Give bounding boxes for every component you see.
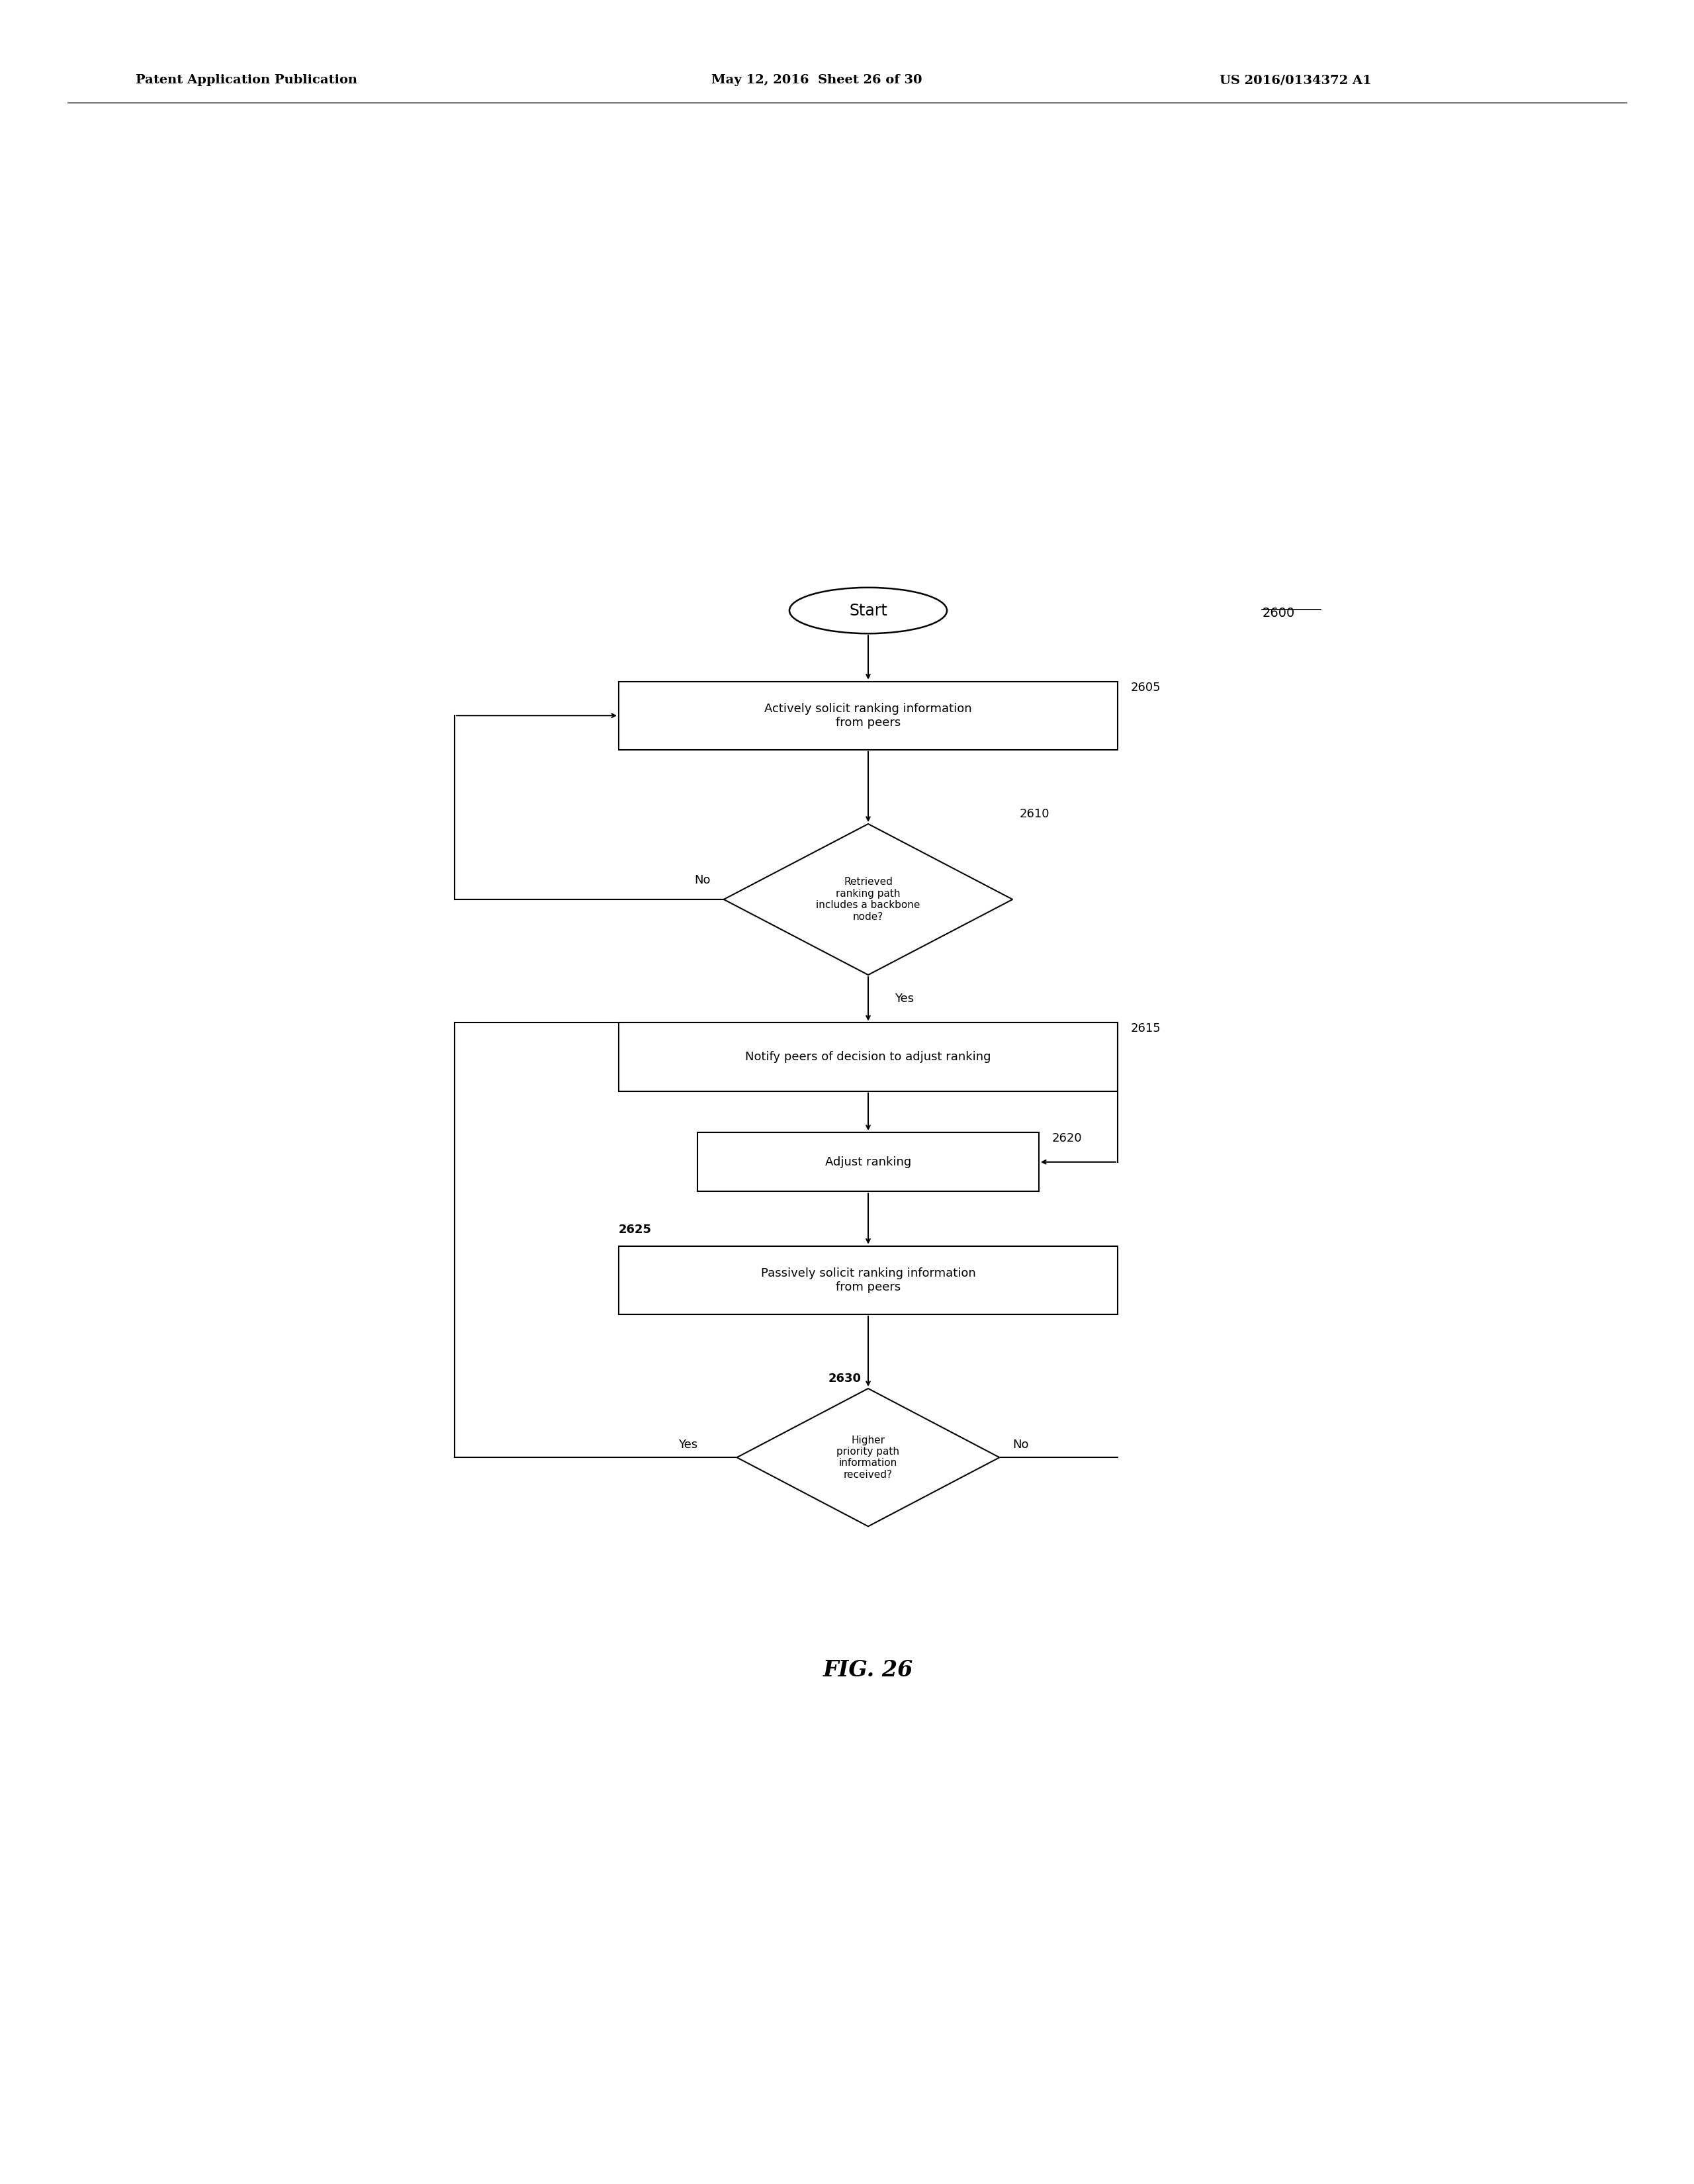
Text: Adjust ranking: Adjust ranking — [825, 1155, 911, 1168]
Bar — [618, 1247, 1118, 1315]
Text: No: No — [695, 874, 711, 887]
Text: US 2016/0134372 A1: US 2016/0134372 A1 — [1220, 74, 1372, 85]
Text: Higher
priority path
information
received?: Higher priority path information receive… — [837, 1435, 900, 1481]
Text: 2615: 2615 — [1132, 1022, 1160, 1035]
Text: 2605: 2605 — [1132, 681, 1160, 692]
Text: FIG. 26: FIG. 26 — [823, 1660, 913, 1682]
Text: Notify peers of decision to adjust ranking: Notify peers of decision to adjust ranki… — [745, 1051, 991, 1064]
Text: 2620: 2620 — [1052, 1133, 1082, 1144]
Bar — [618, 681, 1118, 749]
Text: 2600: 2600 — [1262, 607, 1294, 618]
Text: Actively solicit ranking information
from peers: Actively solicit ranking information fro… — [764, 703, 972, 729]
Text: May 12, 2016  Sheet 26 of 30: May 12, 2016 Sheet 26 of 30 — [711, 74, 922, 85]
Bar — [618, 1022, 1118, 1092]
Text: Retrieved
ranking path
includes a backbone
node?: Retrieved ranking path includes a backbo… — [817, 878, 920, 922]
Text: Start: Start — [849, 603, 888, 618]
Text: Yes: Yes — [894, 994, 913, 1005]
Text: 2625: 2625 — [618, 1223, 652, 1236]
Bar — [698, 1133, 1038, 1192]
Text: Passively solicit ranking information
from peers: Passively solicit ranking information fr… — [761, 1267, 976, 1293]
Text: Yes: Yes — [678, 1439, 698, 1450]
Text: 2610: 2610 — [1020, 808, 1049, 819]
Text: 2630: 2630 — [828, 1374, 862, 1385]
Text: Patent Application Publication: Patent Application Publication — [136, 74, 357, 85]
Text: No: No — [1013, 1439, 1028, 1450]
